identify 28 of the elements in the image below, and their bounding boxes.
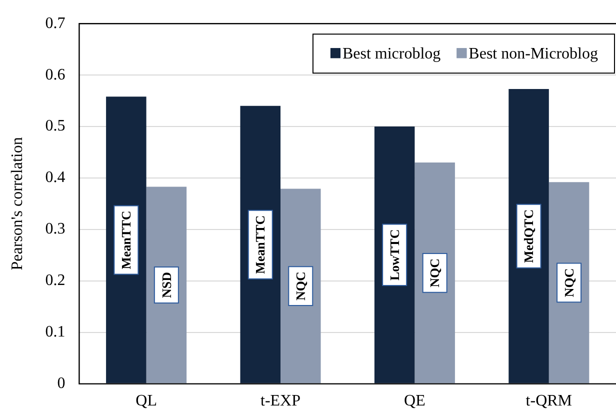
- bar: [548, 182, 590, 384]
- y-tick-label: 0.3: [45, 220, 66, 238]
- y-tick-label: 0.5: [45, 118, 66, 135]
- legend-label: Best microblog: [342, 45, 441, 62]
- data-label: NSD: [158, 272, 174, 298]
- data-label: LowTTC: [386, 229, 402, 281]
- y-tick-label: 0.6: [45, 66, 66, 84]
- bar: [146, 186, 187, 384]
- x-tick-label: t-EXP: [260, 392, 301, 410]
- legend-label: Best non-Microblog: [468, 45, 598, 62]
- y-tick-label: 0.1: [45, 324, 66, 341]
- data-label: MedQTC: [521, 209, 536, 263]
- x-tick-label: QE: [404, 392, 426, 410]
- y-axis-title: Pearson's correlation: [8, 137, 26, 270]
- y-tick-label: 0.4: [45, 169, 66, 186]
- y-tick-label: 0: [57, 375, 66, 392]
- x-tick-label: QL: [136, 392, 157, 410]
- data-label: NQC: [561, 268, 576, 298]
- data-label: MeanTTC: [252, 215, 268, 274]
- bar: [414, 162, 455, 384]
- bar: [280, 188, 321, 384]
- bar: [508, 88, 549, 384]
- y-tick-label: 0.7: [45, 14, 66, 32]
- data-label: NQC: [292, 272, 308, 300]
- data-label: MeanTTC: [118, 210, 134, 270]
- y-tick-label: 0.2: [45, 272, 66, 290]
- data-label: NQC: [427, 258, 442, 288]
- x-tick-label: t-QRM: [526, 392, 572, 410]
